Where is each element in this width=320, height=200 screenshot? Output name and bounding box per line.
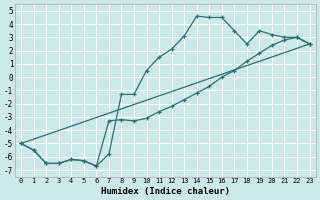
X-axis label: Humidex (Indice chaleur): Humidex (Indice chaleur) [101,187,230,196]
